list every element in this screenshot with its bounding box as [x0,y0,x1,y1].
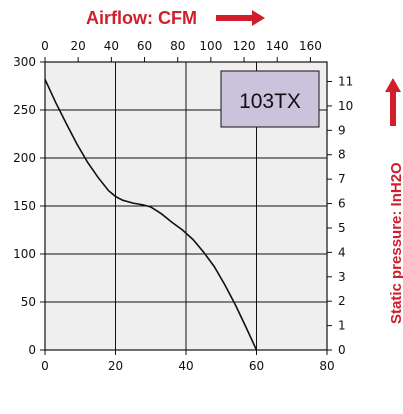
axis-ticks [40,57,332,355]
tick-label-y-left: 0 [28,343,36,357]
tick-label-x-top: 140 [266,39,289,53]
tick-label-y-left: 200 [13,151,36,165]
tick-label-x-top: 40 [104,39,119,53]
tick-label-y-right: 7 [338,172,346,186]
top-axis-label: Airflow: CFM [86,8,197,28]
tick-label-x-bottom: 20 [108,359,123,373]
tick-label-y-left: 300 [13,55,36,69]
tick-label-y-right: 1 [338,319,346,333]
tick-label-y-right: 5 [338,221,346,235]
tick-label-y-right: 2 [338,294,346,308]
tick-label-x-bottom: 40 [178,359,193,373]
tick-label-x-top: 0 [41,39,49,53]
tick-label-y-left: 150 [13,199,36,213]
tick-label-y-left: 100 [13,247,36,261]
tick-label-x-top: 60 [137,39,152,53]
tick-label-x-bottom: 60 [249,359,264,373]
tick-label-y-right: 3 [338,270,346,284]
model-box-label: 103TX [239,90,301,113]
series-line [44,78,258,351]
tick-label-x-top: 100 [199,39,222,53]
tick-label-y-left: 250 [13,103,36,117]
tick-label-y-right: 4 [338,245,346,259]
tick-label-y-right: 11 [338,75,353,89]
top-arrow-icon [216,10,265,26]
right-arrow-icon [385,78,401,126]
tick-label-y-right: 10 [338,99,353,113]
tick-label-x-bottom: 80 [319,359,334,373]
model-box [220,70,320,128]
tick-label-y-right: 0 [338,343,346,357]
tick-label-y-right: 8 [338,148,346,162]
tick-label-x-bottom: 0 [41,359,49,373]
tick-label-y-right: 6 [338,197,346,211]
tick-label-x-top: 120 [233,39,256,53]
tick-label-y-left: 50 [21,295,36,309]
tick-label-y-right: 9 [338,123,346,137]
tick-label-x-top: 80 [170,39,185,53]
tick-label-x-top: 160 [299,39,322,53]
tick-label-x-top: 20 [71,39,86,53]
right-axis-label: Static pressure: InH2O [388,162,403,324]
